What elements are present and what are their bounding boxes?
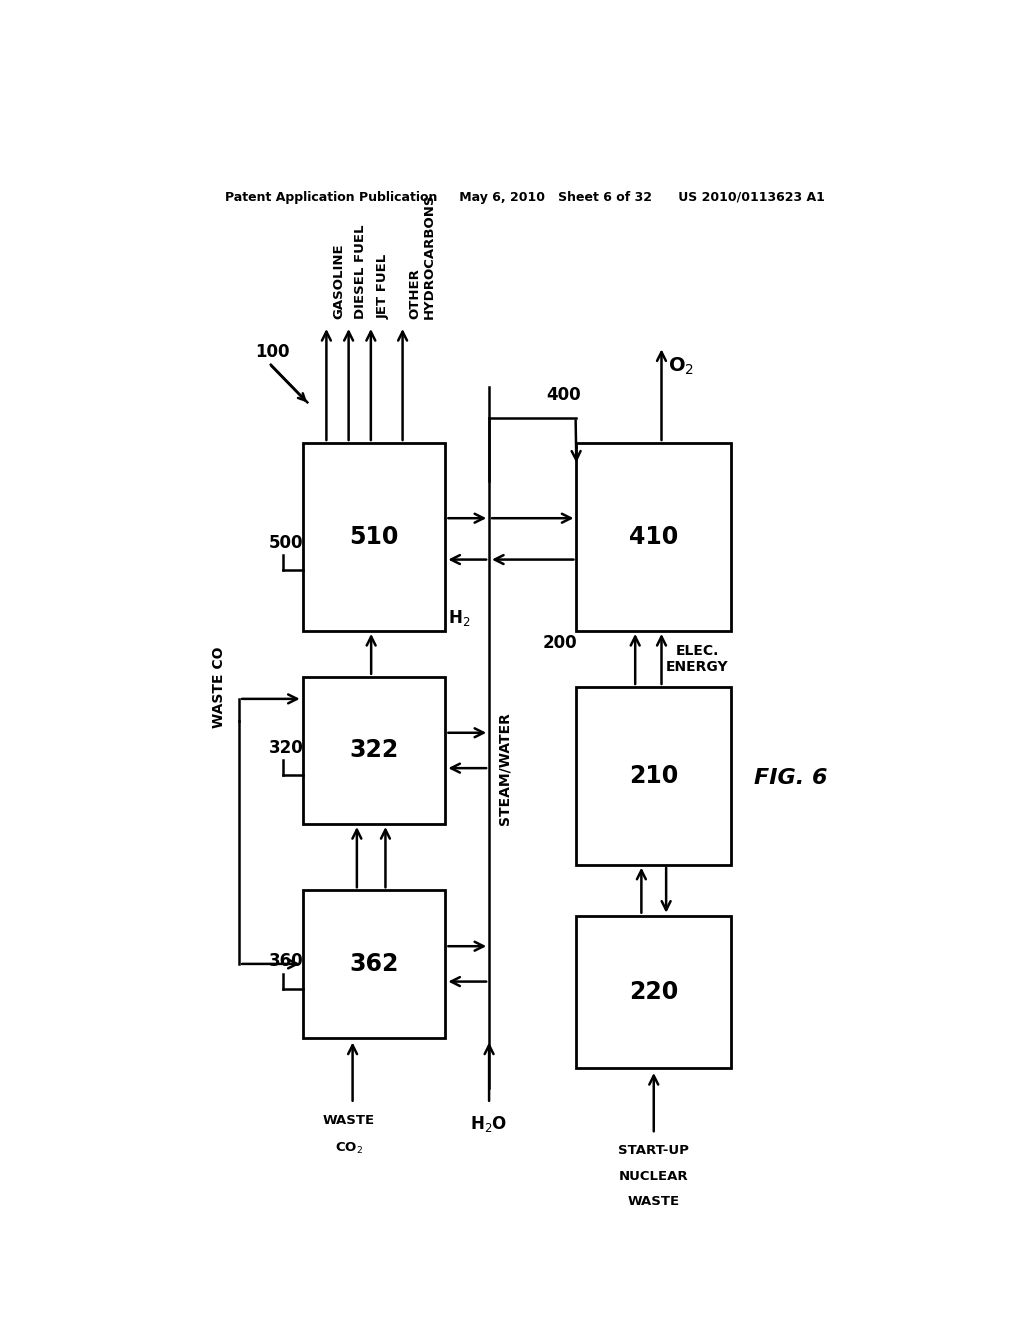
Bar [303, 677, 445, 824]
Text: GASOLINE: GASOLINE [332, 243, 345, 319]
Text: ELEC.
ENERGY: ELEC. ENERGY [666, 644, 728, 675]
Text: START-UP: START-UP [618, 1144, 689, 1158]
Text: 220: 220 [629, 979, 678, 1003]
Bar [303, 444, 445, 631]
Text: JET FUEL: JET FUEL [377, 253, 389, 319]
Bar [577, 686, 731, 865]
Text: 410: 410 [629, 525, 678, 549]
Text: 320: 320 [268, 739, 303, 756]
Text: 100: 100 [255, 343, 290, 360]
Text: STEAM/WATER: STEAM/WATER [497, 711, 511, 825]
Text: 400: 400 [546, 387, 581, 404]
Text: H$_2$: H$_2$ [447, 607, 470, 628]
Text: H$_2$O: H$_2$O [470, 1114, 508, 1134]
Text: OTHER: OTHER [409, 268, 421, 319]
Text: WASTE CO: WASTE CO [212, 647, 226, 727]
Text: 210: 210 [629, 764, 678, 788]
Text: O$_2$: O$_2$ [669, 355, 694, 378]
Bar [303, 890, 445, 1038]
Text: 360: 360 [268, 953, 303, 970]
Bar [577, 916, 731, 1068]
Text: 362: 362 [349, 952, 398, 975]
Text: HYDROCARBONS: HYDROCARBONS [423, 194, 435, 319]
Text: WASTE: WASTE [323, 1114, 375, 1127]
Text: NUCLEAR: NUCLEAR [618, 1170, 688, 1183]
Text: Patent Application Publication     May 6, 2010   Sheet 6 of 32      US 2010/0113: Patent Application Publication May 6, 20… [225, 190, 824, 203]
Text: CO$_2$: CO$_2$ [335, 1142, 362, 1156]
Text: DIESEL FUEL: DIESEL FUEL [354, 224, 368, 319]
Text: FIG. 6: FIG. 6 [754, 768, 827, 788]
Text: 322: 322 [349, 738, 398, 763]
Text: 500: 500 [268, 533, 303, 552]
Text: WASTE: WASTE [628, 1195, 680, 1208]
Text: 510: 510 [349, 525, 398, 549]
Text: 200: 200 [543, 635, 577, 652]
Bar [577, 444, 731, 631]
